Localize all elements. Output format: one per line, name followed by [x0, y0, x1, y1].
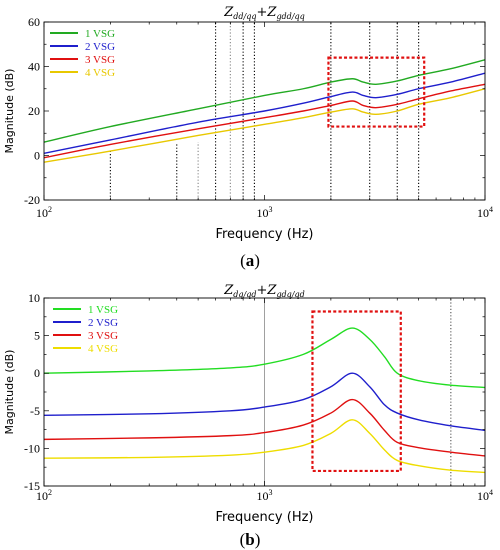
- y-tick-label: 20: [28, 104, 40, 118]
- series-line-2: [44, 372, 485, 432]
- y-tick-label: 0: [34, 366, 40, 380]
- series-group: [44, 59, 485, 163]
- x-tick-label: 103: [257, 488, 273, 503]
- y-tick-label: 40: [28, 60, 40, 74]
- x-axis-label: Frequency (Hz): [215, 227, 313, 242]
- series-line-1: [44, 59, 485, 143]
- y-tick-label: 10: [28, 291, 40, 305]
- legend-label-1: 1 VSG: [85, 28, 115, 40]
- x-axis-label: Frequency (Hz): [215, 510, 313, 525]
- legend-label-2: 2 VSG: [85, 41, 115, 53]
- legend-label-4: 4 VSG: [85, 67, 115, 79]
- y-tick-label: 0: [34, 149, 40, 163]
- y-tick-label: -5: [30, 404, 40, 418]
- panel-label: (a): [240, 251, 260, 270]
- x-tick-label: 104: [477, 488, 493, 503]
- chart-panel-a: 102 103 104 -20 0 20 40 60 Zdd/qq+Zgdd/qq Frequen…: [3, 5, 493, 270]
- series-line-3: [44, 398, 485, 457]
- legend-label-2: 2 VSG: [88, 317, 118, 329]
- y-tick-label: -10: [24, 441, 40, 455]
- chart-title: Zdd/qq+Zgdd/qq: [223, 5, 305, 21]
- series-line-2: [44, 72, 485, 154]
- series-line-1: [44, 327, 485, 389]
- highlight-box: [327, 56, 426, 128]
- y-tick-label: 5: [34, 329, 40, 343]
- series-line-4: [44, 88, 485, 163]
- panel-label: (b): [240, 530, 261, 549]
- series-group: [44, 327, 485, 474]
- series-line-3: [44, 83, 485, 159]
- y-tick-label: -20: [24, 193, 40, 207]
- series-line-4: [44, 419, 485, 474]
- y-axis-label: Magnitude (dB): [3, 69, 16, 154]
- x-tick-label: 102: [36, 205, 52, 220]
- highlight-box: [311, 310, 402, 473]
- x-tick-label: 102: [36, 488, 52, 503]
- chart-panel-b: 102 103 104 -15 -10 -5 0 5 10 Zdq/qd+Zgdq/qd Frequ…: [3, 283, 493, 549]
- legend-label-1: 1 VSG: [88, 304, 118, 316]
- legend-label-4: 4 VSG: [88, 343, 118, 355]
- legend-label-3: 3 VSG: [88, 330, 118, 342]
- y-tick-label: 60: [28, 15, 40, 29]
- x-tick-label: 103: [257, 205, 273, 220]
- y-axis-label: Magnitude (dB): [3, 350, 16, 435]
- x-tick-label: 104: [477, 205, 493, 220]
- legend-label-3: 3 VSG: [85, 54, 115, 66]
- chart-title: Zdq/qd+Zgdq/qd: [223, 283, 305, 299]
- y-tick-label: -15: [24, 479, 40, 493]
